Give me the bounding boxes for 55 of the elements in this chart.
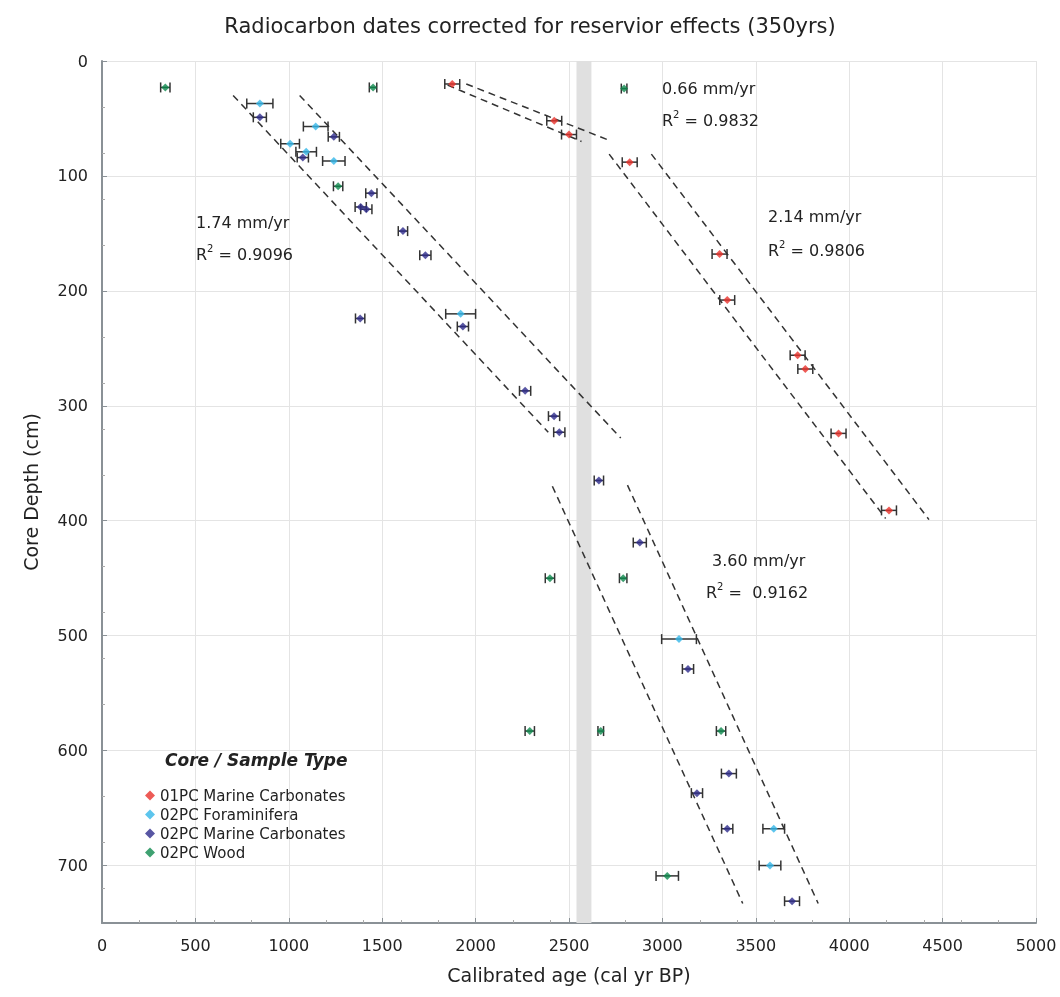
x-tick-label: 1000 <box>268 935 310 955</box>
x-tick-label: 5000 <box>1015 935 1057 955</box>
x-tick-label: 4500 <box>922 935 963 955</box>
x-tick-label: 500 <box>180 935 211 955</box>
y-tick-label: 300 <box>57 396 88 416</box>
annotation: 0.66 mm/yr <box>662 78 756 98</box>
y-tick-label: 0 <box>77 51 88 71</box>
point <box>675 635 684 644</box>
point <box>286 139 295 148</box>
point <box>302 147 311 156</box>
x-tick-label: 4000 <box>828 935 870 955</box>
point <box>635 538 644 547</box>
point <box>788 897 797 906</box>
point <box>834 429 843 438</box>
annotation: 1.74 mm/yr <box>196 212 290 232</box>
x-tick-label: 3500 <box>735 935 777 955</box>
point <box>724 769 733 778</box>
point <box>766 861 774 870</box>
annotation: 2.14 mm/yr <box>768 206 862 226</box>
x-tick-label: 3000 <box>642 935 683 955</box>
point <box>884 506 893 515</box>
legend-title: Core / Sample Type <box>165 749 348 770</box>
x-tick-label: 0 <box>96 935 108 955</box>
point <box>311 122 320 131</box>
y-tick-label: 400 <box>57 511 88 531</box>
y-tick-label: 100 <box>57 166 88 186</box>
x-tick-label: 2000 <box>455 935 496 955</box>
legend-label: 02PC Wood <box>160 843 246 862</box>
point <box>329 156 338 165</box>
point <box>801 365 810 374</box>
y-axis-title: Core Depth (cm) <box>19 413 42 571</box>
annotation: 3.60 mm/yr <box>712 550 806 570</box>
point <box>793 351 802 360</box>
point <box>456 309 465 318</box>
legend-label: 02PC Foraminifera <box>160 805 299 824</box>
y-tick-label: 500 <box>57 626 88 646</box>
point <box>663 871 672 880</box>
point <box>565 130 573 139</box>
point <box>255 113 264 122</box>
x-axis-title: Calibrated age (cal yr BP) <box>447 963 691 986</box>
point <box>448 79 457 88</box>
legend-label: 01PC Marine Carbonates <box>160 786 346 805</box>
y-tick-label: 700 <box>57 856 88 876</box>
point <box>769 824 778 833</box>
point <box>255 99 264 108</box>
point <box>723 296 732 305</box>
chart-title: Radiocarbon dates corrected for reservior effects (350yrs) <box>224 13 836 38</box>
x-tick-label: 1500 <box>361 935 403 955</box>
point <box>625 158 634 167</box>
y-tick-label: 600 <box>57 741 88 761</box>
y-tick-label: 200 <box>57 281 88 301</box>
point <box>550 116 559 125</box>
point <box>715 250 724 259</box>
legend-label: 02PC Marine Carbonates <box>160 824 346 843</box>
x-tick-label: 2500 <box>548 935 590 955</box>
